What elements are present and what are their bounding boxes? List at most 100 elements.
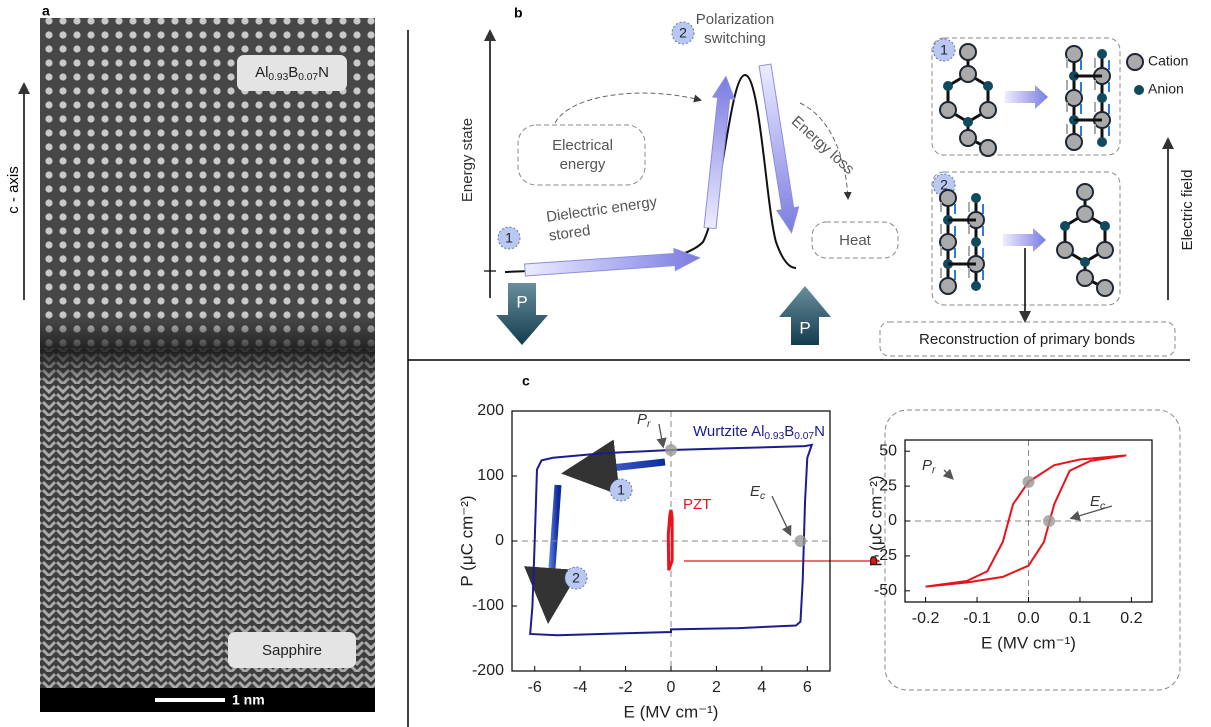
cation	[1097, 280, 1113, 296]
process-arrow	[699, 75, 737, 229]
polarization-label: P	[799, 318, 810, 337]
annotation: Pr	[922, 457, 936, 476]
step-number: 1	[617, 482, 625, 498]
cation	[1066, 46, 1082, 62]
switching-label: Polarization switching	[680, 10, 790, 48]
field-label: Electric field	[1179, 170, 1196, 251]
process-arrow	[524, 247, 700, 281]
cation	[940, 190, 956, 206]
anion	[1100, 221, 1110, 231]
marker	[1023, 476, 1035, 488]
cation	[1066, 90, 1082, 106]
cation	[960, 44, 976, 60]
material-label: Al0.93B0.07N	[255, 64, 329, 83]
cation	[940, 278, 956, 294]
axis-label: Energy state	[459, 118, 476, 202]
cation	[1077, 184, 1093, 200]
x-tick-label: -0.2	[912, 610, 940, 627]
annotation: Ec	[750, 483, 766, 502]
anion	[1080, 257, 1090, 267]
panel-label: b	[514, 5, 523, 21]
x-tick-label: 6	[803, 679, 812, 696]
x-tick-label: -4	[573, 679, 587, 696]
y-tick-label: 200	[477, 402, 504, 419]
anion	[963, 117, 973, 127]
y-tick-label: 50	[879, 442, 897, 459]
annotation: Pr	[637, 411, 651, 430]
x-tick-label: -6	[528, 679, 542, 696]
cation	[960, 66, 976, 82]
marker	[794, 535, 806, 547]
x-axis-label: E (MV cm⁻¹)	[624, 702, 719, 721]
cation	[960, 130, 976, 146]
cation	[940, 234, 956, 250]
x-tick-label: -2	[618, 679, 632, 696]
legend-label: Wurtzite Al0.93B0.07N	[693, 423, 825, 442]
annotation: Ec	[1090, 493, 1106, 512]
anion	[1097, 137, 1107, 147]
axis-label: c - axis	[5, 166, 22, 214]
cation	[940, 102, 956, 118]
figure-canvas: a 1 nm Al0.93B0.07N Sapphire c - axis b …	[0, 0, 1211, 727]
x-tick-label: 0.2	[1120, 610, 1142, 627]
process-arrow	[754, 63, 802, 234]
annotation-arrow	[772, 496, 790, 534]
legend-label: PZT	[683, 496, 711, 513]
transform-arrow	[1005, 85, 1048, 109]
cation	[1057, 242, 1073, 258]
switch-arrow	[549, 485, 558, 610]
y-tick-label: -100	[472, 597, 504, 614]
y-tick-label: -200	[472, 662, 504, 679]
legend-label: Cation	[1148, 53, 1188, 69]
electrical-label: Electrical energy	[535, 136, 630, 174]
step-number: 1	[505, 230, 513, 246]
dashed-arrow	[555, 93, 700, 123]
anion	[1097, 49, 1107, 59]
y-tick-label: 0	[888, 512, 897, 529]
material-label: Sapphire	[262, 642, 322, 659]
reconstruction-label: Reconstruction of primary bonds	[919, 331, 1135, 348]
polarization-label: P	[516, 292, 527, 311]
heat-label: Heat	[839, 232, 872, 249]
y-axis-label: P (μC cm⁻²)	[457, 495, 476, 586]
cation	[1097, 242, 1113, 258]
x-tick-label: 0.0	[1017, 610, 1039, 627]
cation-key	[1127, 54, 1143, 70]
cation	[1066, 134, 1082, 150]
annotation-arrow	[944, 470, 952, 478]
y-tick-label: 100	[477, 467, 504, 484]
anion	[971, 193, 981, 203]
y-axis-label: P (μC cm⁻²)	[866, 475, 885, 566]
figure: a 1 nm Al0.93B0.07N Sapphire c - axis b …	[0, 0, 1211, 727]
x-tick-label: 0.1	[1069, 610, 1091, 627]
legend-label: Anion	[1148, 81, 1184, 97]
x-tick-label: 2	[712, 679, 721, 696]
step-number: 2	[572, 570, 580, 586]
anion	[983, 81, 993, 91]
x-tick-label: -0.1	[963, 610, 991, 627]
anion	[1097, 93, 1107, 103]
cation	[980, 102, 996, 118]
panel-label: c	[522, 373, 530, 389]
panel-label: a	[42, 3, 50, 19]
cation	[980, 140, 996, 156]
switch-arrow	[575, 462, 665, 472]
cation	[1077, 270, 1093, 286]
x-axis-label: E (MV cm⁻¹)	[981, 633, 1076, 652]
marker	[1043, 515, 1055, 527]
interface	[40, 315, 375, 385]
anion	[971, 281, 981, 291]
cation	[1077, 206, 1093, 222]
y-tick-label: -50	[874, 582, 897, 599]
anion	[971, 237, 981, 247]
anion	[943, 81, 953, 91]
x-tick-label: 4	[757, 679, 766, 696]
annotation-arrow	[659, 424, 663, 446]
y-tick-label: 0	[495, 532, 504, 549]
x-tick-label: 0	[667, 679, 676, 696]
anion	[1060, 221, 1070, 231]
marker	[665, 444, 677, 456]
scale-bar-label: 1 nm	[232, 692, 265, 708]
loop	[668, 510, 672, 570]
anion-key	[1134, 85, 1144, 95]
